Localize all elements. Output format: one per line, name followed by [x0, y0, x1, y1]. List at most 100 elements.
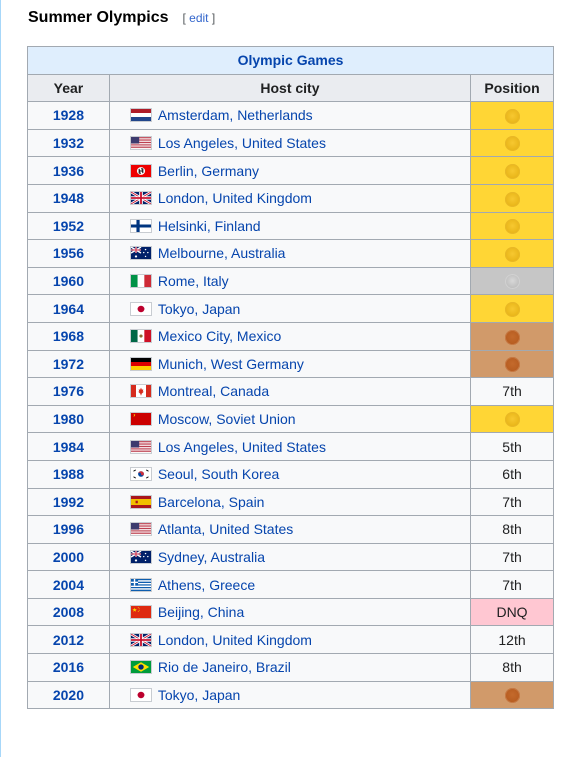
flag-jp-icon[interactable]	[129, 301, 152, 316]
year-link[interactable]: 2008	[27, 597, 110, 627]
year-link[interactable]: 2000	[27, 542, 110, 572]
bronze-medal-icon	[504, 329, 520, 345]
year-link[interactable]: 1960	[27, 266, 110, 296]
year-link[interactable]: 1956	[27, 239, 110, 268]
position-cell	[470, 680, 554, 710]
position-text: 5th	[502, 438, 522, 455]
edit-link[interactable]: edit	[189, 11, 209, 25]
host-city-cell: Los Angeles, United States	[108, 128, 472, 158]
host-city-link[interactable]: Tokyo, Japan	[157, 686, 241, 703]
position-cell	[470, 349, 554, 379]
table-row: 2016 Rio de Janeiro, Brazil 8th	[27, 653, 554, 682]
year-link[interactable]: 1932	[27, 128, 110, 158]
host-city-link[interactable]: Seoul, South Korea	[157, 466, 280, 483]
gold-medal-icon	[504, 246, 520, 262]
host-city-link[interactable]: Tokyo, Japan	[157, 300, 241, 317]
host-city-cell: Mexico City, Mexico	[108, 321, 472, 351]
host-city-link[interactable]: London, United Kingdom	[157, 190, 312, 207]
flag-nl-icon[interactable]	[129, 108, 152, 123]
host-city-link[interactable]: Munich, West Germany	[157, 355, 304, 372]
host-city-wrapper: Beijing, China	[129, 604, 466, 621]
position-cell	[470, 404, 554, 434]
flag-cn-icon[interactable]	[129, 605, 152, 620]
edit-section: [ edit ]	[183, 11, 216, 25]
year-link[interactable]: 2020	[27, 680, 110, 710]
flag-au-icon[interactable]	[129, 549, 152, 564]
host-city-link[interactable]: Moscow, Soviet Union	[157, 411, 296, 428]
host-city-link[interactable]: Atlanta, United States	[157, 521, 294, 538]
year-link[interactable]: 1948	[27, 183, 110, 213]
host-city-link[interactable]: Melbourne, Australia	[157, 245, 286, 262]
flag-ca-icon[interactable]	[129, 384, 152, 399]
flag-au-icon[interactable]	[129, 246, 152, 261]
flag-it-icon[interactable]	[129, 274, 152, 289]
year-link[interactable]: 1964	[27, 294, 110, 323]
table-row: 2008 Beijing, China DNQ	[27, 597, 554, 627]
flag-jp-icon[interactable]	[129, 687, 152, 702]
year-link[interactable]: 1996	[27, 515, 110, 544]
flag-br-icon[interactable]	[129, 660, 152, 675]
flag-fi-icon[interactable]	[129, 218, 152, 233]
year-link[interactable]: 1972	[27, 349, 110, 379]
year-link[interactable]: 1928	[27, 101, 110, 130]
position-text: 8th	[502, 659, 522, 676]
section-heading: Summer Olympics [ edit ]	[28, 9, 215, 27]
year-link[interactable]: 1968	[27, 321, 110, 351]
position-text: 12th	[498, 631, 526, 648]
host-city-link[interactable]: Rio de Janeiro, Brazil	[157, 659, 291, 676]
host-city-cell: Rio de Janeiro, Brazil	[108, 653, 472, 682]
year-link[interactable]: 2004	[27, 570, 110, 599]
host-city-cell: Berlin, Germany	[108, 156, 472, 185]
table-row: 1948 London, United Kingdom	[27, 183, 554, 213]
position-cell: DNQ	[470, 597, 554, 627]
table-row: 1984 Los Angeles, United States 5th	[27, 432, 554, 461]
year-link[interactable]: 1988	[27, 459, 110, 489]
host-city-link[interactable]: London, United Kingdom	[157, 631, 312, 648]
flag-su-icon[interactable]	[129, 412, 152, 427]
table-row: 1932 Los Angeles, United States	[27, 128, 554, 158]
position-cell: 6th	[470, 459, 554, 489]
position-text: 7th	[502, 576, 522, 593]
host-city-link[interactable]: Barcelona, Spain	[157, 493, 265, 510]
host-city-link[interactable]: Berlin, Germany	[157, 162, 259, 179]
host-city-link[interactable]: Los Angeles, United States	[157, 438, 326, 455]
host-city-link[interactable]: Rome, Italy	[157, 273, 229, 290]
flag-us-icon[interactable]	[129, 522, 152, 537]
host-city-link[interactable]: Athens, Greece	[157, 576, 256, 593]
flag-kr-icon[interactable]	[129, 467, 152, 482]
host-city-cell: Los Angeles, United States	[108, 432, 472, 461]
year-link[interactable]: 1984	[27, 432, 110, 461]
host-city-link[interactable]: Helsinki, Finland	[157, 217, 261, 234]
year-link[interactable]: 1992	[27, 487, 110, 517]
table-caption[interactable]: Olympic Games	[27, 46, 554, 75]
year-link[interactable]: 1976	[27, 377, 110, 406]
flag-gr-icon[interactable]	[129, 577, 152, 592]
host-city-wrapper: Montreal, Canada	[129, 383, 466, 400]
year-link[interactable]: 2016	[27, 653, 110, 682]
host-city-link[interactable]: Sydney, Australia	[157, 548, 265, 565]
year-link[interactable]: 1952	[27, 211, 110, 241]
flag-es-icon[interactable]	[129, 494, 152, 509]
flag-gb-icon[interactable]	[129, 191, 152, 206]
gold-medal-icon	[504, 302, 520, 318]
flag-us-icon[interactable]	[129, 136, 152, 151]
host-city-link[interactable]: Los Angeles, United States	[157, 135, 326, 152]
host-city-cell: London, United Kingdom	[108, 183, 472, 213]
flag-us-icon[interactable]	[129, 439, 152, 454]
host-city-wrapper: London, United Kingdom	[129, 190, 466, 207]
flag-gb-icon[interactable]	[129, 632, 152, 647]
host-city-link[interactable]: Mexico City, Mexico	[157, 328, 282, 345]
host-city-link[interactable]: Beijing, China	[157, 604, 245, 621]
silver-medal-icon	[504, 274, 520, 290]
flag-mx-icon[interactable]	[129, 329, 152, 344]
flag-de-icon[interactable]	[129, 356, 152, 371]
year-link[interactable]: 1936	[27, 156, 110, 185]
year-link[interactable]: 2012	[27, 625, 110, 655]
table-row: 1968 Mexico City, Mexico	[27, 321, 554, 351]
host-city-link[interactable]: Amsterdam, Netherlands	[157, 107, 313, 124]
host-city-link[interactable]: Montreal, Canada	[157, 383, 270, 400]
position-cell	[470, 239, 554, 268]
flag-de1936-icon[interactable]	[129, 163, 152, 178]
host-city-cell: Athens, Greece	[108, 570, 472, 599]
year-link[interactable]: 1980	[27, 404, 110, 434]
